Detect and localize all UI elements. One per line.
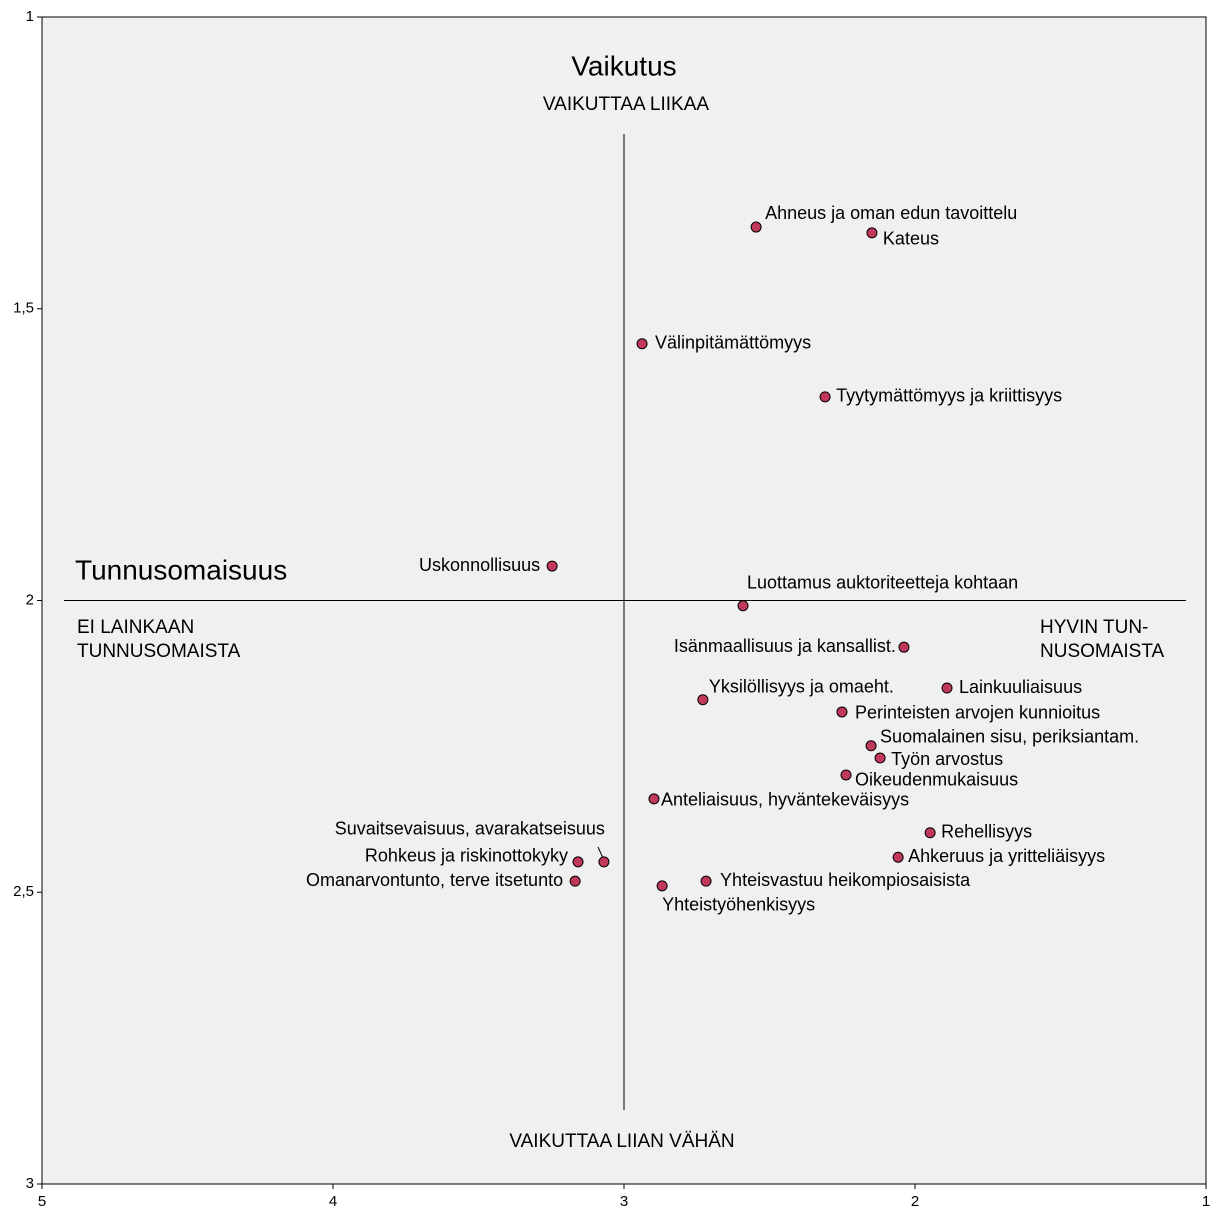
point-label: Kateus xyxy=(883,229,939,249)
x-axis-title: Tunnusomaisuus xyxy=(75,554,287,585)
point-label: Välinpitämättömyys xyxy=(655,333,811,353)
x-tick-label: 1 xyxy=(1202,1193,1210,1210)
point xyxy=(924,827,936,839)
point xyxy=(648,793,660,805)
x-tick-label: 4 xyxy=(329,1193,337,1210)
right-label: HYVIN TUN- xyxy=(1040,617,1148,638)
point-label: Ahneus ja oman edun tavoittelu xyxy=(765,203,1017,223)
point xyxy=(700,875,712,887)
point-label: Työn arvostus xyxy=(891,749,1003,769)
point-label: Rehellisyys xyxy=(941,821,1032,841)
leader-line xyxy=(597,846,604,859)
x-tick-label: 5 xyxy=(38,1193,46,1210)
y-tick-label: 3 xyxy=(26,1175,34,1192)
x-tick-label: 3 xyxy=(620,1193,628,1210)
point-label: Omanarvontunto, terve itsetunto xyxy=(306,870,563,890)
right-label: NUSOMAISTA xyxy=(1040,641,1165,662)
point xyxy=(656,880,668,892)
point-label: Ahkeruus ja yritteliäisyys xyxy=(908,846,1105,866)
point-label: Oikeudenmukaisuus xyxy=(855,770,1018,790)
point xyxy=(546,560,558,572)
point xyxy=(840,769,852,781)
chart-title: Vaikutus xyxy=(571,50,676,81)
point-label: Tyytymättömyys ja kriittisyys xyxy=(836,386,1062,406)
y-tick-label: 2,5 xyxy=(13,883,34,900)
point xyxy=(874,752,886,764)
point-label: Suomalainen sisu, periksiantam. xyxy=(880,727,1139,747)
top-label: VAIKUTTAA LIIKAA xyxy=(543,94,709,115)
point-label: Yhteistyöhenkisyys xyxy=(662,895,815,915)
y-tick-label: 2 xyxy=(26,591,34,608)
point xyxy=(819,391,831,403)
point xyxy=(598,856,610,868)
point xyxy=(892,851,904,863)
point-label: Perinteisten arvojen kunnioitus xyxy=(855,703,1100,723)
point-label: Rohkeus ja riskinottokyky xyxy=(365,846,568,866)
point-label: Uskonnollisuus xyxy=(419,555,540,575)
point-label: Isänmaallisuus ja kansallist. xyxy=(674,636,896,656)
point-label: Yhteisvastuu heikompiosaisista xyxy=(720,870,971,890)
point xyxy=(569,875,581,887)
point-label: Yksilöllisyys ja omaeht. xyxy=(709,676,894,696)
point-label: Lainkuuliaisuus xyxy=(959,677,1082,697)
point xyxy=(941,682,953,694)
point xyxy=(865,740,877,752)
point xyxy=(636,338,648,350)
bottom-label: VAIKUTTAA LIIAN VÄHÄN xyxy=(509,1131,734,1152)
left-label: TUNNUSOMAISTA xyxy=(77,641,241,662)
y-tick-label: 1 xyxy=(26,8,34,25)
point xyxy=(572,856,584,868)
point xyxy=(866,227,878,239)
point xyxy=(750,221,762,233)
left-label: EI LAINKAAN xyxy=(77,617,194,638)
point xyxy=(737,600,749,612)
y-tick-label: 1,5 xyxy=(13,300,34,317)
point-label: Anteliaisuus, hyväntekeväisyys xyxy=(661,790,909,810)
point xyxy=(697,694,709,706)
point-label: Suvaitsevaisuus, avarakatseisuus xyxy=(335,819,605,839)
point xyxy=(898,641,910,653)
point xyxy=(836,706,848,718)
x-tick-label: 2 xyxy=(911,1193,919,1210)
point-label: Luottamus auktoriteetteja kohtaan xyxy=(747,573,1018,593)
